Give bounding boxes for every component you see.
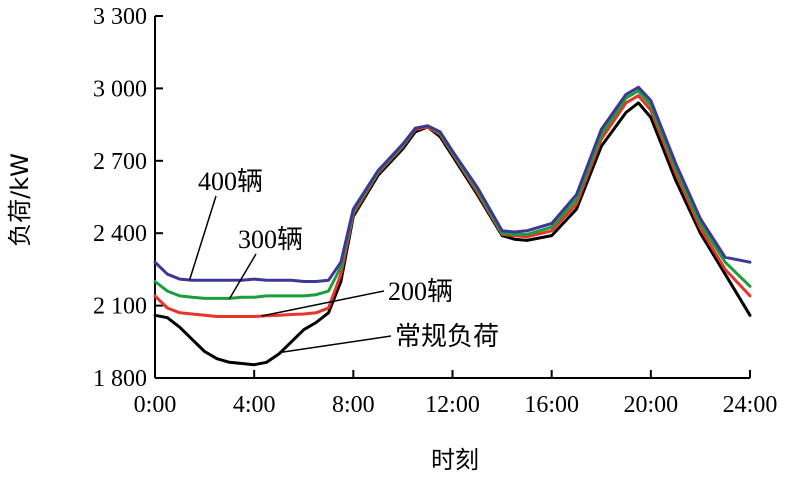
x-tick-label: 16:00 [524,392,579,418]
x-tick-label: 4:00 [233,392,276,418]
annotation-label: 300辆 [238,225,303,254]
y-tick-label: 3 000 [93,76,147,102]
annotation-label: 常规负荷 [395,322,499,351]
x-tick-label: 20:00 [623,392,678,418]
series-layer [153,85,752,367]
x-tick-label: 8:00 [332,392,375,418]
series-line-3 [153,85,752,283]
y-tick-label: 3 300 [93,4,147,30]
y-tick-label: 2 700 [93,149,147,175]
x-axis-title: 时刻 [431,446,479,474]
y-tick-label: 2 100 [93,294,147,320]
y-tick-label: 2 400 [93,221,147,247]
axes: 1 800 2 100 2 400 2 700 3 000 3 300 0:00 4:00 8:… [93,4,777,418]
annotation-label: 400辆 [198,167,263,196]
annotation-label: 200辆 [388,277,453,306]
annotation-leader [278,335,392,354]
annotation-leader [228,253,257,300]
x-tick-label: 24:00 [723,392,778,418]
y-tick-label: 1 800 [93,366,147,392]
x-tick-label: 12:00 [425,392,480,418]
series-line-0 [153,101,752,367]
annotation-leader [261,290,385,317]
y-axis-title: 负荷/kW [6,153,34,247]
annotation-leader [188,195,217,280]
x-tick-label: 0:00 [134,392,177,418]
